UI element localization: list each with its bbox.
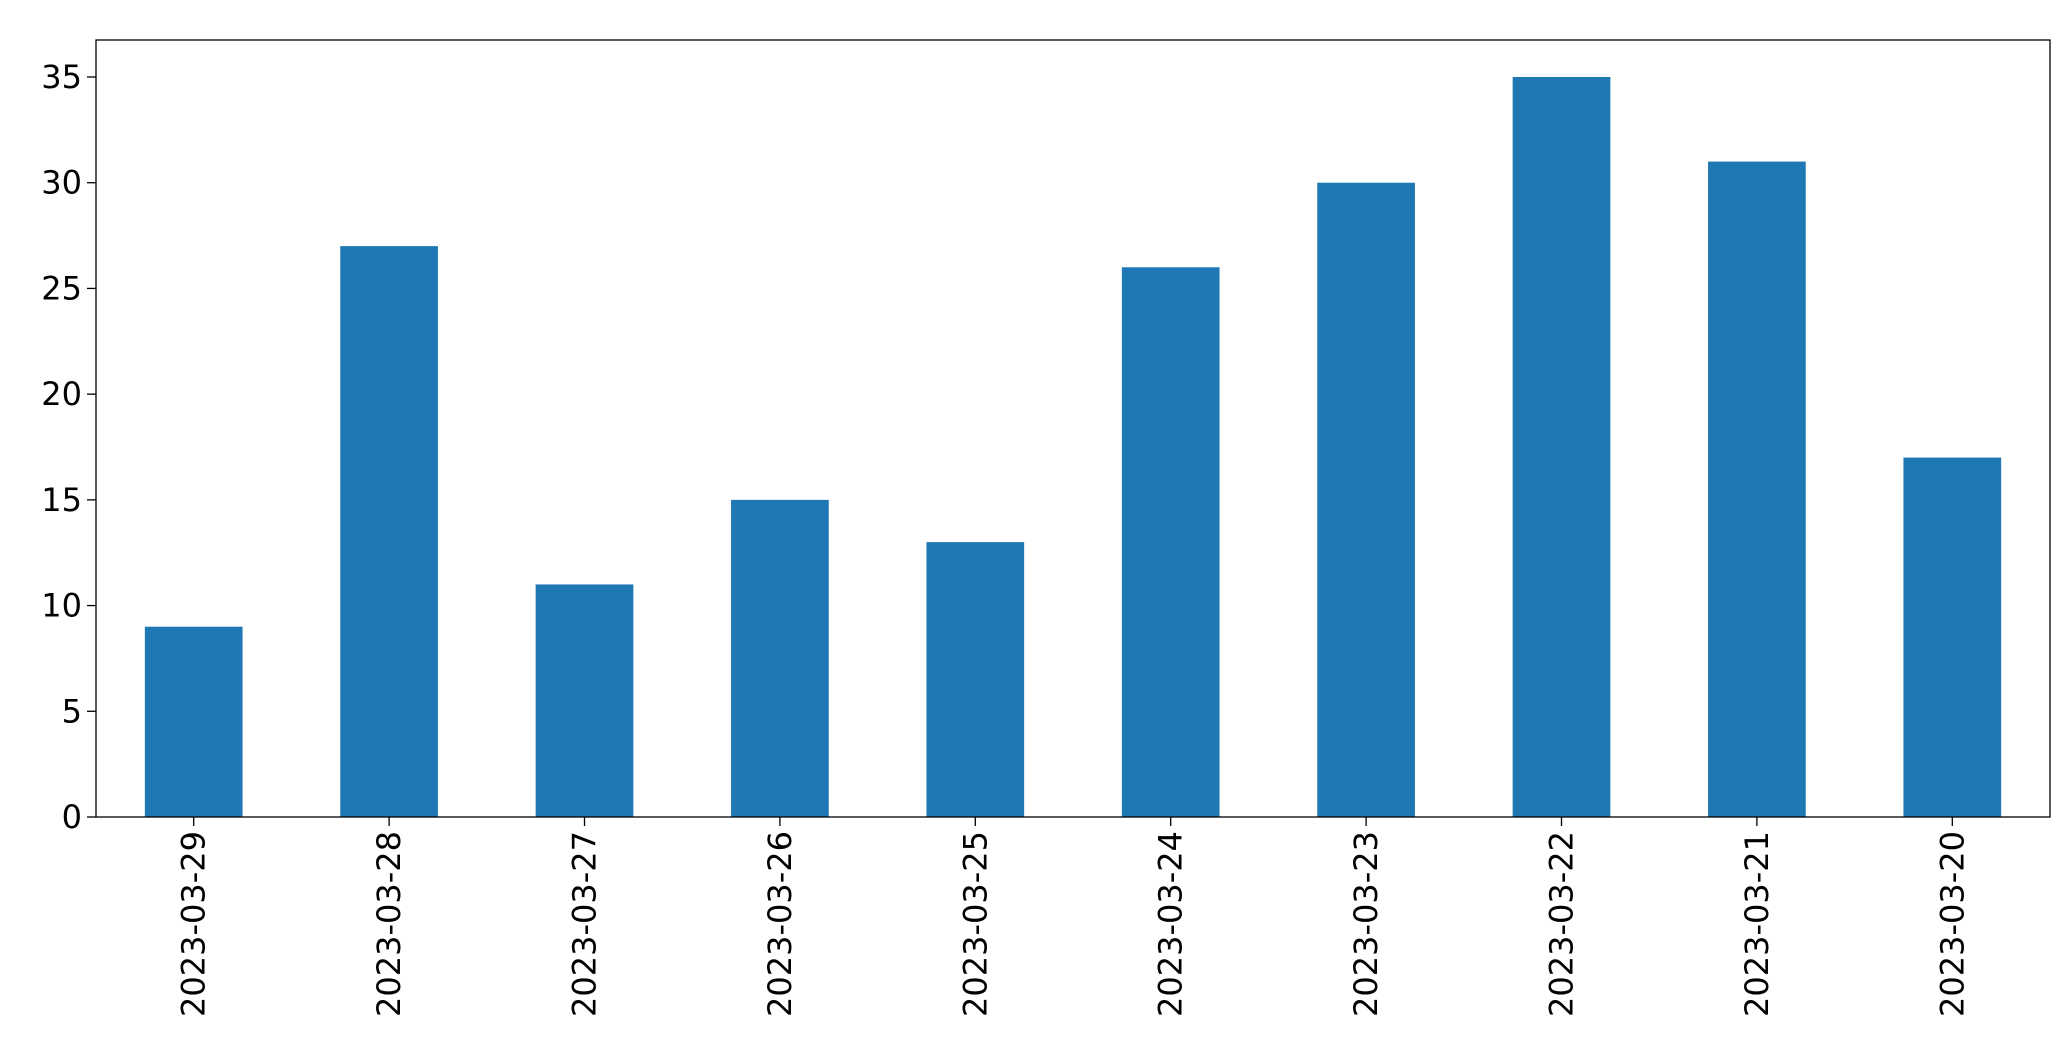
- x-tick-label: 2023-03-24: [1152, 831, 1190, 1017]
- x-tick-label: 2023-03-21: [1738, 831, 1776, 1017]
- y-tick-label: 0: [62, 798, 82, 836]
- bar: [1903, 457, 2002, 817]
- bar: [731, 499, 829, 817]
- x-tick-label: 2023-03-29: [175, 831, 213, 1017]
- x-tick-label: 2023-03-27: [566, 831, 604, 1017]
- plot-frame: [95, 39, 2051, 818]
- y-tick-label: 30: [41, 164, 82, 202]
- y-tick-label: 20: [41, 375, 82, 413]
- y-tick-label: 25: [41, 269, 82, 307]
- x-tick-label: 2023-03-28: [370, 831, 408, 1017]
- x-tick-label: 2023-03-23: [1347, 831, 1385, 1017]
- y-tick-label: 35: [41, 58, 82, 96]
- bar: [1317, 182, 1415, 817]
- y-tick-label: 15: [41, 481, 82, 519]
- x-tick-label: 2023-03-22: [1543, 831, 1581, 1017]
- bar: [144, 626, 243, 817]
- bar: [535, 584, 634, 817]
- bar: [1708, 161, 1806, 818]
- y-tick-label: 5: [62, 692, 82, 730]
- bar: [926, 542, 1025, 817]
- x-tick-label: 2023-03-20: [1933, 831, 1971, 1017]
- bar: [1512, 77, 1611, 817]
- bar: [1121, 267, 1220, 817]
- bar: [340, 246, 438, 818]
- y-tick-label: 10: [41, 587, 82, 625]
- x-tick-label: 2023-03-25: [956, 831, 994, 1017]
- x-tick-label: 2023-03-26: [761, 831, 799, 1017]
